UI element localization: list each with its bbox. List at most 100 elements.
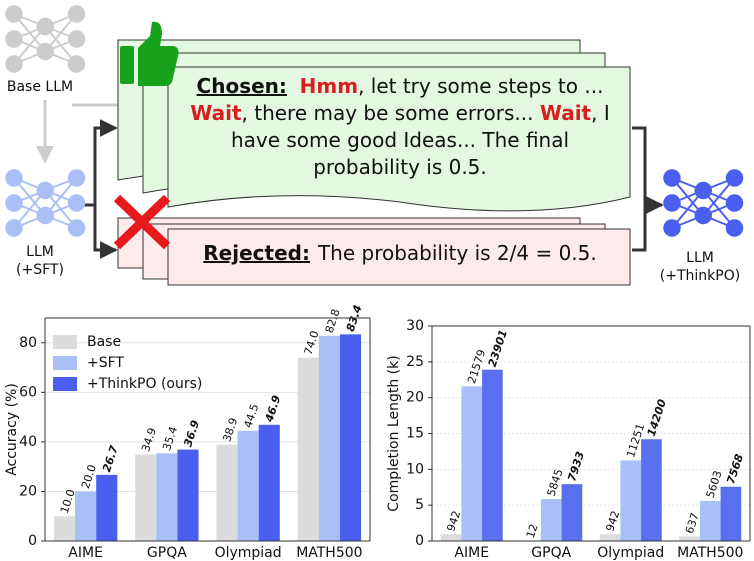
bar <box>641 439 662 541</box>
node <box>67 55 86 73</box>
node <box>36 17 54 36</box>
node <box>67 169 86 187</box>
y-tick-label: 10 <box>406 461 424 477</box>
node <box>725 194 744 212</box>
x-tick-label: GPQA <box>531 545 571 561</box>
bar <box>318 335 340 541</box>
node <box>5 194 23 212</box>
y-tick-label: 30 <box>406 318 424 334</box>
x-tick-label: GPQA <box>147 545 187 561</box>
chosen-text: , there may be some errors... <box>242 101 540 125</box>
value-label: 7568 <box>724 452 746 485</box>
chosen-line: probability is 0.5. <box>313 155 487 179</box>
value-label: 637 <box>683 511 702 535</box>
value-label: 7933 <box>565 450 587 483</box>
node <box>694 206 712 225</box>
x-tick-label: MATH500 <box>677 545 743 561</box>
bar <box>258 424 280 541</box>
arrows <box>36 100 664 259</box>
base-llm-label: Base LLM <box>7 79 73 95</box>
thumbs-up <box>120 21 179 86</box>
y-tick-label: 40 <box>19 434 37 450</box>
node <box>67 5 86 23</box>
x-tick-label: MATH500 <box>296 545 362 561</box>
chosen-line: Chosen: Hmm, let try some steps to ... <box>197 74 604 98</box>
node <box>694 181 712 200</box>
highlight-word: Hmm <box>300 74 358 98</box>
x-tick-label: Olympiad <box>597 545 664 561</box>
legend-swatch <box>53 335 77 349</box>
axes <box>44 318 370 542</box>
bar <box>599 534 621 541</box>
bar <box>75 491 97 541</box>
bar <box>96 474 118 541</box>
sft-llm-label: (+SFT) <box>16 262 64 278</box>
bar <box>561 484 583 541</box>
node <box>5 30 23 48</box>
rejected-label: Rejected: <box>203 241 310 265</box>
value-label: 38.9 <box>220 416 240 443</box>
value-label: 942 <box>603 509 622 533</box>
legend-label: Base <box>87 334 121 350</box>
node <box>36 42 54 61</box>
y-tick-label: 15 <box>406 426 424 442</box>
highlight-word: Wait <box>190 101 242 125</box>
node <box>5 169 23 187</box>
chart: 0 5 10 15 20 25 30 Completion Length (k) AIME 942… <box>386 318 751 561</box>
network-icon <box>5 169 86 237</box>
chosen-line: have some good Ideas... The final <box>231 128 569 152</box>
bar <box>461 386 483 541</box>
rejected-body: The probability is 2/4 = 0.5. <box>317 241 597 265</box>
value-label: 12 <box>524 522 541 539</box>
chosen-line: Wait, there may be some errors... Wait, … <box>190 101 610 125</box>
node <box>5 55 23 73</box>
bar <box>699 500 721 541</box>
y-tick-label: 0 <box>415 533 424 549</box>
y-tick-label: 80 <box>19 335 37 351</box>
node <box>5 219 23 237</box>
axes <box>431 326 750 542</box>
chosen-text: have some good Ideas... The final <box>231 128 569 152</box>
y-axis-label: Accuracy (%) <box>4 383 20 476</box>
rejected-text: Rejected: The probability is 2/4 = 0.5. <box>203 241 596 265</box>
value-label: 26.7 <box>100 444 121 474</box>
bar <box>177 449 199 541</box>
bar <box>53 516 76 541</box>
chosen-cards <box>117 39 631 212</box>
bar <box>482 369 503 541</box>
bar <box>440 534 462 541</box>
x-tick-label: AIME <box>454 545 489 561</box>
rejected-cards <box>117 217 631 286</box>
value-label: 942 <box>444 509 463 533</box>
bar <box>297 357 319 541</box>
value-label: 35.4 <box>160 425 180 452</box>
x-tick-label: Olympiad <box>215 545 282 561</box>
output-llm-label: (+ThinkPO) <box>660 268 740 284</box>
node <box>5 5 23 23</box>
bar <box>135 454 157 541</box>
network-icon <box>663 169 744 237</box>
bar <box>620 460 642 541</box>
node <box>663 219 681 237</box>
value-label: 34.9 <box>139 426 159 453</box>
x-tick-label: AIME <box>68 545 103 561</box>
node <box>36 206 54 225</box>
y-axis-label: Completion Length (k) <box>386 355 402 511</box>
bar <box>679 536 700 541</box>
value-label: 20.0 <box>79 463 99 490</box>
node <box>67 219 86 237</box>
bar <box>339 334 362 541</box>
y-tick-label: 60 <box>19 384 37 400</box>
chosen-label: Chosen: <box>197 74 287 98</box>
y-tick-label: 20 <box>19 483 37 499</box>
bar <box>156 453 178 541</box>
node <box>67 194 86 212</box>
legend-label: +ThinkPO (ours) <box>87 376 202 392</box>
y-tick-label: 20 <box>406 390 424 406</box>
value-label: 36.9 <box>181 418 202 448</box>
sft-llm-label: LLM <box>26 244 54 260</box>
red-cross <box>113 194 171 250</box>
bar <box>237 430 259 541</box>
node <box>36 181 54 200</box>
